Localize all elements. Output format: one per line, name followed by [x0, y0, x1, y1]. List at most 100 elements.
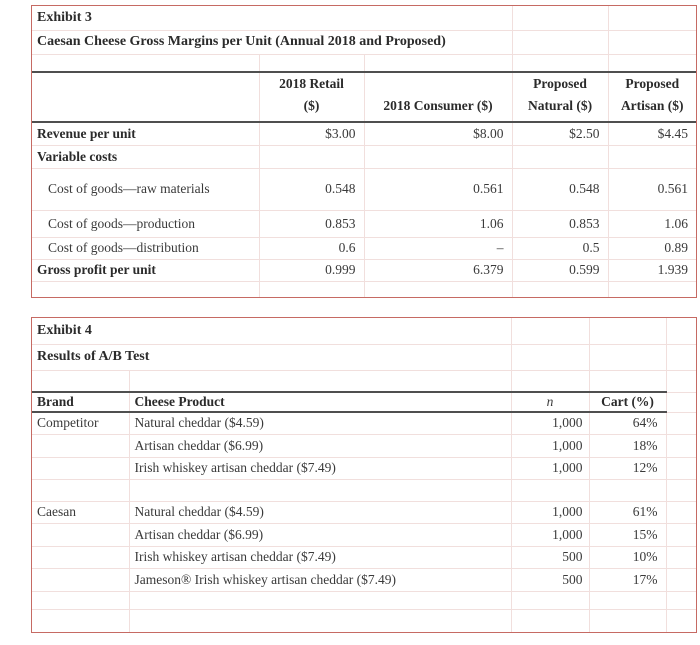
empty-cell [510, 369, 590, 393]
empty-cell [32, 53, 260, 73]
exhibit4-header-row: Brand Cheese Product n Cart (%) [32, 391, 696, 413]
empty-cell [665, 343, 696, 371]
cell-value: 0.561 [363, 167, 513, 211]
empty-cell [128, 369, 512, 393]
spacer-row [32, 53, 696, 73]
empty-cell [258, 53, 365, 73]
product-cell: Jameson® Irish whiskey artisan cheddar (… [128, 567, 512, 592]
header-line1: Proposed [533, 76, 587, 91]
n-cell: 500 [510, 545, 590, 569]
brand-cell [32, 522, 130, 547]
brand-cell [32, 567, 130, 592]
cell-value: – [363, 236, 513, 260]
cell-value: 0.548 [511, 167, 609, 211]
cell-value: 0.5 [511, 236, 609, 260]
empty-cell [511, 29, 609, 55]
cell-value: 1.06 [363, 209, 513, 238]
table-row: Variable costs [32, 144, 696, 169]
col-header-proposed-natural: Proposed Natural ($) [511, 71, 609, 123]
empty-cell [607, 280, 696, 297]
exhibit3-title-row: Exhibit 3 [32, 6, 696, 31]
row-label: Variable costs [32, 144, 260, 169]
empty-cell [607, 53, 696, 73]
header-line2: Artisan ($) [620, 98, 684, 113]
spacer-row [32, 590, 696, 610]
cell-value: $2.50 [511, 121, 609, 146]
product-cell: Natural cheddar ($4.59) [128, 411, 512, 435]
exhibit3-subtitle: Caesan Cheese Gross Margins per Unit (An… [32, 29, 513, 55]
product-cell: Artisan cheddar ($6.99) [128, 433, 512, 458]
brand-cell [32, 433, 130, 458]
header-line2: ($) [303, 98, 320, 113]
empty-cell [665, 411, 696, 435]
cell-value [607, 144, 696, 169]
empty-cell [128, 608, 512, 632]
empty-cell [32, 280, 260, 297]
cell-value: 1.939 [607, 258, 696, 282]
table-row: Irish whiskey artisan cheddar ($7.49) 50… [32, 545, 696, 569]
cell-value [258, 144, 365, 169]
product-cell: Natural cheddar ($4.59) [128, 500, 512, 524]
table-row: Revenue per unit $3.00 $8.00 $2.50 $4.45 [32, 121, 696, 146]
empty-cell [511, 280, 609, 297]
cell-value: 0.853 [511, 209, 609, 238]
n-cell: 1,000 [510, 411, 590, 435]
table-row: Gross profit per unit 0.999 6.379 0.599 … [32, 258, 696, 282]
table-row: Artisan cheddar ($6.99) 1,000 15% [32, 522, 696, 547]
cell-value: $4.45 [607, 121, 696, 146]
spacer-row [32, 608, 696, 632]
cell-value: 0.548 [258, 167, 365, 211]
cell-value: 0.561 [607, 167, 696, 211]
empty-cell [588, 590, 667, 610]
cell-value [511, 144, 609, 169]
empty-header-cell [32, 71, 260, 123]
cart-cell: 64% [588, 411, 667, 435]
n-cell: 1,000 [510, 522, 590, 547]
cell-value: 0.599 [511, 258, 609, 282]
table-row: Cost of goods—distribution 0.6 – 0.5 0.8… [32, 236, 696, 260]
col-header-2018-consumer: 2018 Consumer ($) [363, 71, 513, 123]
empty-cell [588, 318, 667, 345]
cell-value: 0.6 [258, 236, 365, 260]
empty-cell [665, 318, 696, 345]
empty-cell [665, 500, 696, 524]
table-row: Cost of goods—raw materials 0.548 0.561 … [32, 167, 696, 211]
empty-cell [665, 545, 696, 569]
exhibit4-title-row: Exhibit 4 [32, 318, 696, 345]
empty-cell [510, 318, 590, 345]
empty-cell [665, 391, 696, 413]
cell-value [363, 144, 513, 169]
cell-value: 1.06 [607, 209, 696, 238]
empty-cell [665, 369, 696, 393]
table-row: Jameson® Irish whiskey artisan cheddar (… [32, 567, 696, 592]
empty-cell [665, 608, 696, 632]
empty-cell [588, 369, 667, 393]
spacer-row [32, 369, 696, 393]
table-row: Artisan cheddar ($6.99) 1,000 18% [32, 433, 696, 458]
empty-cell [511, 6, 609, 31]
table-row: Competitor Natural cheddar ($4.59) 1,000… [32, 411, 696, 435]
header-line2: Natural ($) [527, 98, 593, 113]
empty-cell [128, 478, 512, 502]
col-header-n: n [510, 391, 590, 413]
empty-cell [32, 369, 130, 393]
empty-cell [510, 343, 590, 371]
table-row: Caesan Natural cheddar ($4.59) 1,000 61% [32, 500, 696, 524]
table-row: Irish whiskey artisan cheddar ($7.49) 1,… [32, 456, 696, 480]
empty-cell [511, 53, 609, 73]
empty-cell [607, 29, 696, 55]
empty-cell [665, 433, 696, 458]
brand-cell [32, 456, 130, 480]
empty-cell [510, 478, 590, 502]
n-cell: 500 [510, 567, 590, 592]
table-row: Cost of goods—production 0.853 1.06 0.85… [32, 209, 696, 238]
empty-cell [32, 478, 130, 502]
exhibit4-subtitle-row: Results of A/B Test [32, 343, 696, 371]
cell-value: 0.853 [258, 209, 365, 238]
cart-cell: 61% [588, 500, 667, 524]
row-label: Cost of goods—raw materials [32, 167, 260, 211]
cart-cell: 10% [588, 545, 667, 569]
empty-cell [128, 590, 512, 610]
empty-cell [363, 280, 513, 297]
